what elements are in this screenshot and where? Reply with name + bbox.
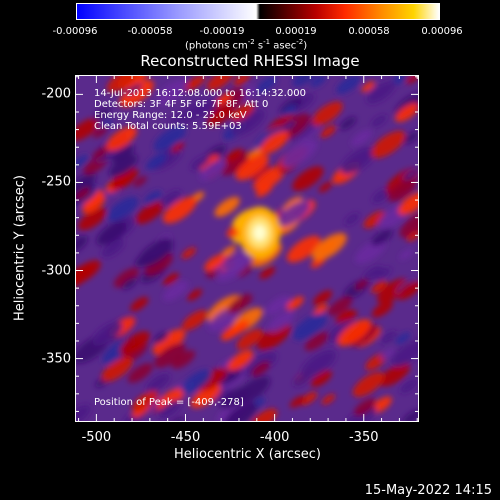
x-tick-label: -350: [348, 430, 379, 445]
x-tick-label: -450: [170, 430, 201, 445]
y-axis-title: Heliocentric Y (arcsec): [12, 175, 28, 321]
colorbar-units: (photons cm-2 s-1 asec-2): [185, 38, 308, 52]
footer-date: 15-May-2022 14:15: [364, 483, 492, 498]
colorbar-tick-label: 0.00096: [421, 26, 463, 37]
x-axis-title: Heliocentric X (arcsec): [174, 447, 321, 462]
plot-area: 14-Jul-2013 16:12:08.000 to 16:14:32.000…: [75, 75, 419, 422]
y-tick-label: -300: [41, 263, 71, 279]
peak-position-annotation: Position of Peak = [-409,-278]: [94, 397, 244, 408]
y-tick-label: -200: [41, 86, 71, 102]
colorbar-tick-label: 0.00058: [348, 26, 390, 37]
energy-range-annotation: Energy Range: 12.0 - 25.0 keV: [94, 110, 247, 121]
colorbar: [76, 3, 440, 20]
clean-counts-annotation: Clean Total counts: 5.59E+03: [94, 121, 242, 132]
y-tick-label: -350: [41, 351, 71, 367]
y-tick-label: -250: [41, 174, 71, 190]
time-range-annotation: 14-Jul-2013 16:12:08.000 to 16:14:32.000: [94, 88, 306, 99]
colorbar-tick-label: -0.00058: [127, 26, 173, 37]
x-tick-label: -500: [81, 430, 112, 445]
x-tick-label: -400: [259, 430, 290, 445]
heatmap-image: [76, 76, 418, 421]
detectors-annotation: Detectors: 3F 4F 5F 6F 7F 8F, Att 0: [94, 99, 269, 110]
colorbar-tick-label: -0.00096: [52, 26, 98, 37]
colorbar-tick-label: 0.00019: [275, 26, 317, 37]
colorbar-tick-label: -0.00019: [199, 26, 245, 37]
chart-title: Reconstructed RHESSI Image: [140, 52, 360, 70]
